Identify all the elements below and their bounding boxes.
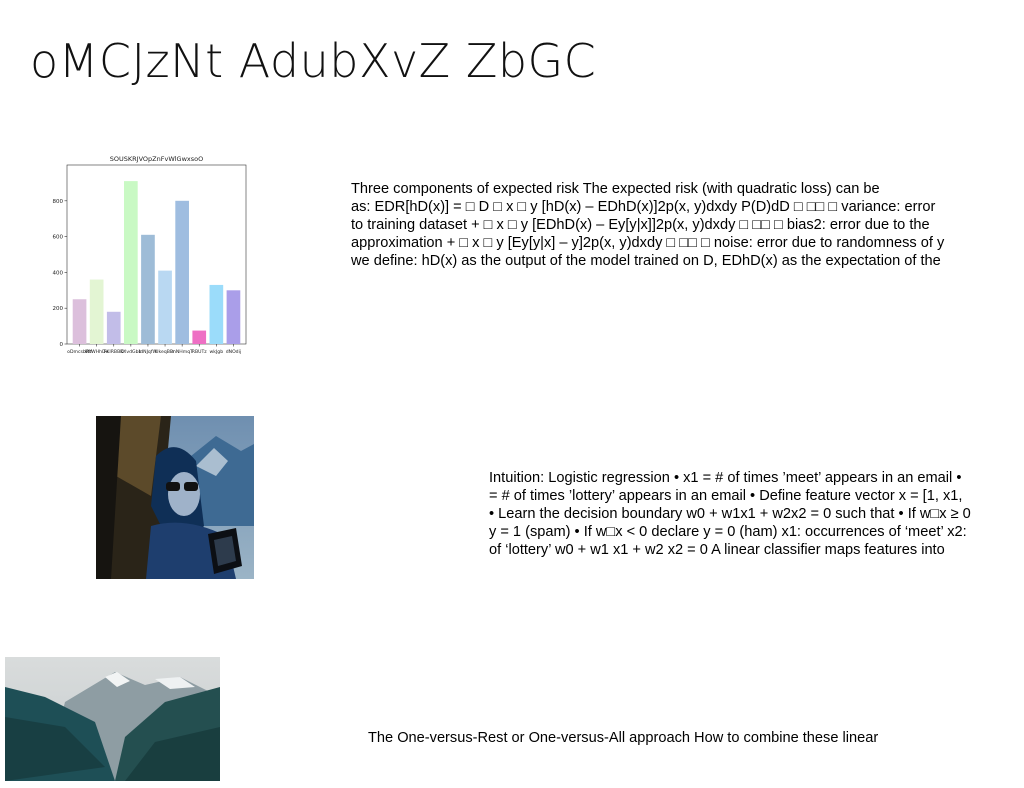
bar bbox=[175, 200, 189, 344]
bar bbox=[89, 279, 104, 344]
text-line: approximation + □ x □ y [Ey[y|x] – y]2p(… bbox=[351, 235, 945, 251]
y-tick-label: 800 bbox=[53, 199, 64, 205]
x-tick-label: FKIRBBD bbox=[104, 349, 125, 355]
expected-risk-text: Three components of expected risk The ex… bbox=[351, 180, 1001, 270]
one-versus-rest-text: The One-versus-Rest or One-versus-All ap… bbox=[368, 729, 968, 747]
text-line: we define: hD(x) as the output of the mo… bbox=[351, 253, 941, 269]
bar bbox=[141, 234, 155, 344]
text-line: of ‘lottery’ w0 + w1 x1 + w2 x2 = 0 A li… bbox=[489, 542, 945, 558]
y-tick-label: 0 bbox=[60, 342, 64, 348]
text-line: Intuition: Logistic regression • x1 = # … bbox=[489, 470, 962, 486]
portrait-photo bbox=[96, 416, 254, 579]
x-tick-label: oDmcsbRlf bbox=[67, 349, 92, 355]
bar bbox=[158, 270, 172, 344]
x-tick-label: IdNJqfW bbox=[139, 349, 158, 355]
slide-title: oMCJzNt AdubXvZ ZbGC bbox=[30, 34, 597, 88]
x-tick-label: WtWHhDe bbox=[85, 349, 109, 355]
bar bbox=[124, 181, 138, 344]
x-tick-label: UkeqBBr bbox=[155, 349, 175, 355]
text-line: = # of times ’lottery’ appears in an ema… bbox=[489, 488, 963, 504]
y-tick-label: 200 bbox=[53, 306, 64, 312]
text-line: The One-versus-Rest or One-versus-All ap… bbox=[368, 730, 879, 746]
mountain-photo bbox=[5, 657, 220, 781]
y-tick-label: 400 bbox=[53, 270, 64, 276]
bar bbox=[192, 330, 207, 344]
chart-title: SOUSKRJVOpZnFvWlGwxsoO bbox=[110, 155, 203, 163]
bar bbox=[106, 311, 121, 344]
x-tick-label: wkJgb bbox=[210, 349, 224, 355]
x-tick-label: RBUTz bbox=[192, 349, 208, 355]
x-tick-label: dNOdij bbox=[226, 349, 241, 355]
x-tick-label: KXvdGbb bbox=[120, 349, 141, 355]
logistic-regression-text: Intuition: Logistic regression • x1 = # … bbox=[489, 469, 1019, 559]
bar bbox=[209, 284, 224, 344]
bar bbox=[226, 290, 241, 344]
text-line: y = 1 (spam) • If w□x < 0 declare y = 0 … bbox=[489, 524, 967, 540]
text-line: • Learn the decision boundary w0 + w1x1 … bbox=[489, 506, 971, 522]
bar-chart-svg: SOUSKRJVOpZnFvWlGwxsoO 0 200 400 600 800 oDmcs… bbox=[53, 155, 247, 355]
text-line: Three components of expected risk The ex… bbox=[351, 181, 880, 197]
x-tick-label: mNHmqT bbox=[171, 349, 193, 355]
text-line: to training dataset + □ x □ y [EDhD(x) –… bbox=[351, 217, 930, 233]
bar bbox=[72, 299, 87, 344]
bar-chart: SOUSKRJVOpZnFvWlGwxsoO 0 200 400 600 800 oDmcs… bbox=[52, 150, 252, 365]
plot-frame bbox=[66, 164, 247, 345]
y-tick-label: 600 bbox=[53, 235, 64, 241]
text-line: as: EDR[hD(x)] = □ D □ x □ y [hD(x) – ED… bbox=[351, 199, 936, 215]
